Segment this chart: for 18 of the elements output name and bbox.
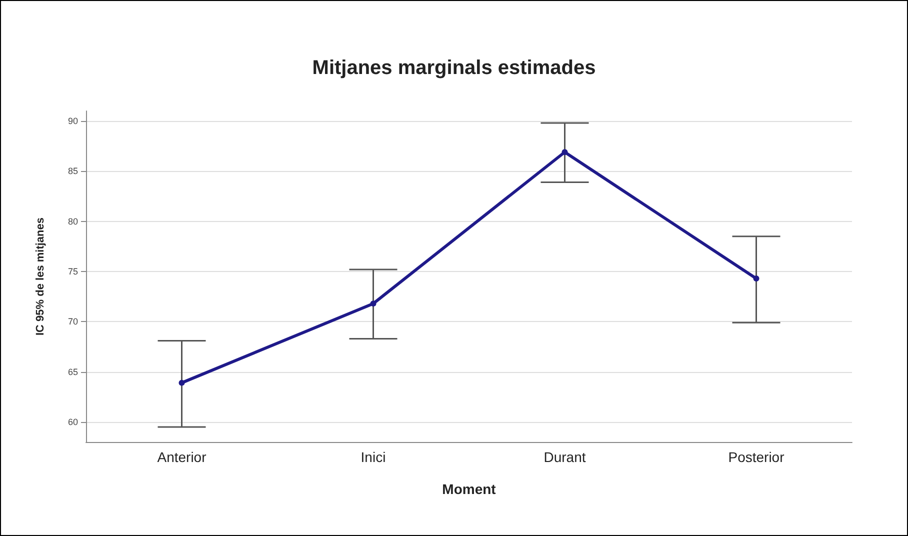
y-tick-label: 60 [68, 416, 78, 427]
y-tick-label: 70 [68, 316, 78, 327]
x-tick-label: Durant [544, 449, 586, 465]
point [753, 276, 760, 282]
y-tick-label: 75 [68, 266, 78, 276]
y-tick-label: 80 [68, 216, 78, 226]
y-tick-label: 85 [68, 166, 78, 176]
chart-title: Mitjanes marginals estimades [312, 57, 596, 79]
point [370, 300, 376, 307]
y-axis-title: IC 95% de les mitjanes [34, 218, 46, 336]
x-tick-label: Anterior [157, 449, 207, 465]
x-axis-title: Moment [442, 481, 496, 497]
x-tick-label: Posterior [728, 449, 785, 465]
y-tick-label: 65 [68, 366, 78, 377]
y-tick-label: 90 [68, 116, 78, 126]
point [178, 380, 185, 386]
point [562, 149, 568, 156]
x-tick-label: Inici [360, 449, 386, 465]
